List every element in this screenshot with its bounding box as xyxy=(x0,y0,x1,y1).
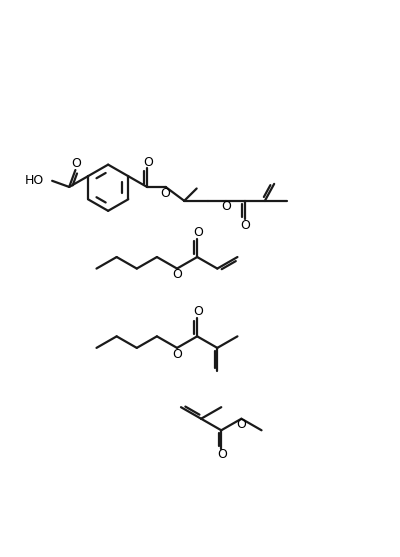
Text: O: O xyxy=(221,201,231,213)
Text: O: O xyxy=(71,158,81,170)
Text: HO: HO xyxy=(25,174,44,187)
Text: O: O xyxy=(240,219,250,232)
Text: O: O xyxy=(161,187,170,199)
Text: O: O xyxy=(144,156,154,169)
Text: O: O xyxy=(236,418,246,431)
Text: O: O xyxy=(172,268,182,281)
Text: O: O xyxy=(193,305,203,318)
Text: O: O xyxy=(217,448,227,461)
Text: O: O xyxy=(193,226,203,239)
Text: O: O xyxy=(172,348,182,360)
